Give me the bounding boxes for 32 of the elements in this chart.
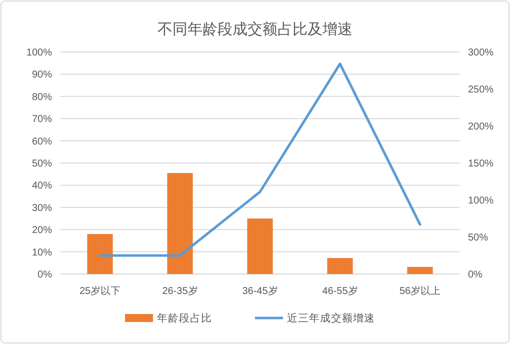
y-tick-label: 70% [32,114,52,126]
y2-tick-label: 0% [468,270,483,280]
y-tick-label: 80% [32,92,52,103]
y-tick-label: 100% [26,48,52,58]
x-tick-label: 46-55岁 [322,285,358,297]
x-tick-label: 36-45岁 [242,285,278,297]
bar [407,266,433,274]
bar [247,218,273,274]
y2-tick-label: 100% [468,196,494,206]
y-tick-label: 90% [32,70,52,81]
y-tick-label: 60% [32,136,52,148]
y-tick-label: 50% [32,158,52,170]
x-tick-label: 25岁以下 [79,285,121,297]
line-series [98,62,422,257]
y2-tick-label: 300% [468,48,494,58]
y-tick-label: 10% [32,247,52,258]
bar [327,258,353,274]
y-tick-label: 30% [32,202,52,214]
y-tick-label: 20% [32,225,52,236]
x-tick-label: 56岁以上 [399,285,441,297]
y2-tick-label: 50% [468,232,488,244]
y-tick-label: 0% [38,270,52,280]
chart-title: 不同年龄段成交额占比及增速 [158,21,352,38]
x-tick-label: 26-35岁 [162,285,198,297]
y2-tick-label: 250% [468,84,494,96]
legend-label: 年龄段占比 [157,312,212,325]
legend-label: 近三年成交额增速 [287,312,375,325]
y2-tick-label: 150% [468,158,494,170]
y-tick-label: 40% [32,180,52,192]
y2-tick-label: 200% [468,122,494,132]
bar [87,234,113,274]
bar [167,172,193,274]
